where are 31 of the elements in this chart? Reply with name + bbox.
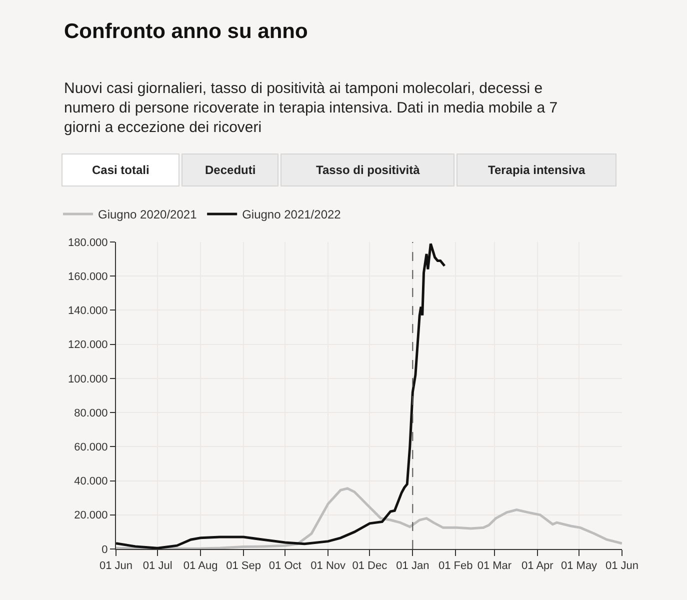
y-tick-label: 20.000 xyxy=(74,510,108,522)
text: Terapia intensiva xyxy=(488,163,586,177)
x-tick-label: 01 Jan xyxy=(396,560,430,572)
x-tick-label: 01 Oct xyxy=(268,560,302,572)
y-tick-label: 120.000 xyxy=(68,339,108,352)
x-tick-label: 01 Feb xyxy=(438,560,473,572)
y-tick-label: 0 xyxy=(102,544,108,556)
x-tick-label: 01 Sep xyxy=(226,560,261,572)
legend-label: Giugno 2020/2021 xyxy=(98,208,198,222)
y-tick-label: 40.000 xyxy=(74,476,108,488)
text: Deceduti xyxy=(205,163,256,177)
x-tick-label: 01 May xyxy=(560,560,598,572)
y-tick-label: 180.000 xyxy=(68,236,108,249)
y-tick-label: 160.000 xyxy=(68,270,108,283)
x-tick-label: 01 Jul xyxy=(142,560,172,572)
text: Tasso di positività xyxy=(316,163,420,177)
x-tick-label: 01 Jun xyxy=(605,560,639,572)
x-tick-label: 01 Dec xyxy=(352,560,388,572)
chart-title: Confronto anno su anno xyxy=(64,20,308,43)
x-tick-label: 01 Mar xyxy=(477,560,512,572)
legend-label: Giugno 2021/2022 xyxy=(242,208,342,222)
x-tick-label: 01 Jun xyxy=(99,560,133,572)
y-tick-label: 100.000 xyxy=(68,373,108,386)
chart-subtitle: Nuovi casi giornalieri, tasso di positività ai tamponi molecolari, decessi e numero di persone ricoverate in terapia intensiva. Dati in media mobile a 7 giorni a eccezione dei ricoveri xyxy=(64,80,558,136)
y-tick-label: 80.000 xyxy=(74,407,108,420)
text: Casi totali xyxy=(92,163,150,177)
y-tick-label: 140.000 xyxy=(68,305,108,318)
y-tick-label: 60.000 xyxy=(74,442,108,454)
x-tick-label: 01 Nov xyxy=(310,560,346,572)
x-tick-label: 01 Aug xyxy=(183,560,218,572)
x-tick-label: 01 Apr xyxy=(522,560,554,572)
